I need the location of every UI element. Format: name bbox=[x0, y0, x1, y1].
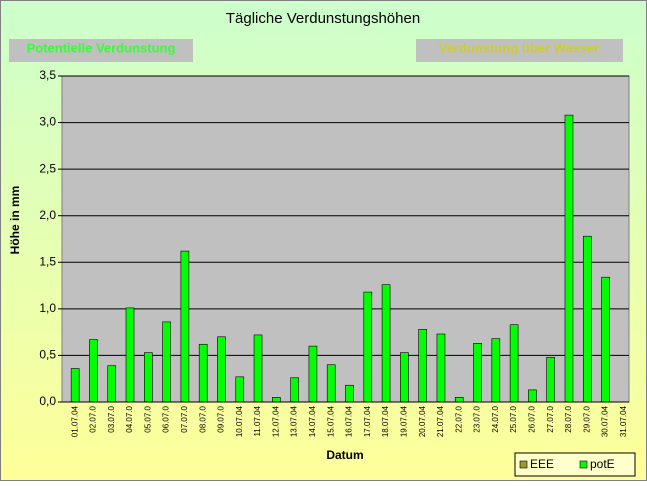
bar bbox=[198, 343, 208, 403]
x-tick-label: 31.07.04 bbox=[619, 405, 628, 437]
bar bbox=[436, 333, 446, 403]
plot-area bbox=[61, 75, 630, 403]
bar bbox=[400, 352, 409, 403]
bar bbox=[528, 389, 537, 403]
x-tick-label: 22.07.0 bbox=[454, 405, 463, 432]
x-tick-label: 24.07.0 bbox=[491, 405, 500, 432]
x-tick-label: 18.07.04 bbox=[381, 405, 390, 437]
x-tick-label: 15.07.04 bbox=[326, 405, 335, 437]
bar bbox=[180, 250, 190, 403]
x-tick-label: 25.07.0 bbox=[509, 405, 518, 432]
x-tick-label: 28.07.0 bbox=[564, 405, 573, 432]
x-tick-label: 01.07.04 bbox=[70, 405, 79, 437]
bar bbox=[235, 376, 245, 403]
bar bbox=[509, 324, 519, 403]
legend bbox=[514, 452, 636, 477]
x-tick-label: 03.07.0 bbox=[107, 405, 116, 432]
button-label[interactable]: Verdunstung über Wasser bbox=[439, 40, 600, 55]
chart-title: Tägliche Verdunstungshöhen bbox=[226, 10, 420, 27]
bar bbox=[454, 397, 464, 403]
x-tick-label: 14.07.04 bbox=[308, 405, 317, 437]
legend-label: potE bbox=[590, 457, 615, 471]
bar bbox=[473, 343, 482, 403]
button-label[interactable]: Potentielle Verdunstung bbox=[27, 40, 176, 55]
bar bbox=[491, 338, 501, 403]
x-tick-label: 26.07.0 bbox=[528, 405, 537, 432]
y-tick-label: 3,5 bbox=[39, 68, 56, 82]
legend-label: EEE bbox=[530, 457, 554, 471]
x-tick-label: 29.07.0 bbox=[582, 405, 591, 432]
bar bbox=[162, 321, 171, 403]
y-tick-label: 2,5 bbox=[39, 161, 56, 175]
bar bbox=[582, 235, 592, 403]
x-tick-label: 16.07.04 bbox=[345, 405, 354, 437]
bar bbox=[326, 364, 336, 403]
bar bbox=[70, 368, 80, 403]
bar bbox=[253, 334, 263, 403]
legend-swatch bbox=[519, 460, 528, 469]
x-tick-label: 20.07.04 bbox=[418, 405, 427, 437]
button[interactable]: Verdunstung über Wasser bbox=[416, 39, 623, 62]
bar bbox=[89, 339, 98, 403]
button-bg[interactable] bbox=[9, 39, 193, 62]
bar bbox=[546, 356, 555, 403]
x-tick-label: 07.07.0 bbox=[180, 405, 189, 432]
y-tick-label: 0,5 bbox=[39, 348, 56, 362]
x-tick-label: 10.07.04 bbox=[235, 405, 244, 437]
x-tick-label: 12.07.04 bbox=[271, 405, 280, 437]
bar bbox=[272, 397, 281, 403]
bar bbox=[125, 307, 135, 403]
y-tick-label: 1,0 bbox=[39, 301, 56, 315]
x-tick-label: 23.07.0 bbox=[473, 405, 482, 432]
bar bbox=[345, 384, 354, 403]
x-tick-label: 30.07.04 bbox=[601, 405, 610, 437]
bar bbox=[308, 345, 318, 403]
bar bbox=[217, 336, 226, 403]
bar bbox=[144, 352, 153, 403]
x-tick-label: 02.07.0 bbox=[89, 405, 98, 432]
y-tick-label: 0,0 bbox=[39, 394, 56, 408]
bar bbox=[601, 276, 610, 403]
x-tick-label: 05.07.0 bbox=[143, 405, 152, 432]
x-tick-label: 11.07.04 bbox=[253, 405, 262, 436]
y-tick-label: 3,0 bbox=[39, 115, 56, 129]
x-tick-label: 21.07.04 bbox=[436, 405, 445, 437]
bar bbox=[381, 284, 391, 403]
button[interactable]: Potentielle Verdunstung bbox=[9, 39, 193, 62]
x-tick-label: 04.07.0 bbox=[125, 405, 134, 432]
x-tick-label: 08.07.0 bbox=[198, 405, 207, 432]
y-tick-label: 1,5 bbox=[39, 254, 56, 268]
bar bbox=[363, 291, 373, 403]
bar bbox=[290, 377, 299, 403]
y-axis-label: Höhe in mm bbox=[8, 186, 22, 255]
x-tick-label: 06.07.0 bbox=[162, 405, 171, 432]
bar bbox=[564, 114, 574, 403]
x-tick-label: 17.07.04 bbox=[363, 405, 372, 437]
button-bg[interactable] bbox=[416, 39, 623, 62]
legend-swatch bbox=[579, 460, 588, 469]
x-axis-label: Datum bbox=[326, 448, 363, 462]
bar bbox=[107, 365, 117, 403]
x-tick-label: 09.07.0 bbox=[217, 405, 226, 432]
bar bbox=[418, 329, 427, 403]
y-tick-label: 2,0 bbox=[39, 208, 56, 222]
x-tick-label: 19.07.04 bbox=[399, 405, 408, 437]
x-tick-label: 27.07.0 bbox=[546, 405, 555, 432]
x-tick-label: 13.07.04 bbox=[290, 405, 299, 437]
